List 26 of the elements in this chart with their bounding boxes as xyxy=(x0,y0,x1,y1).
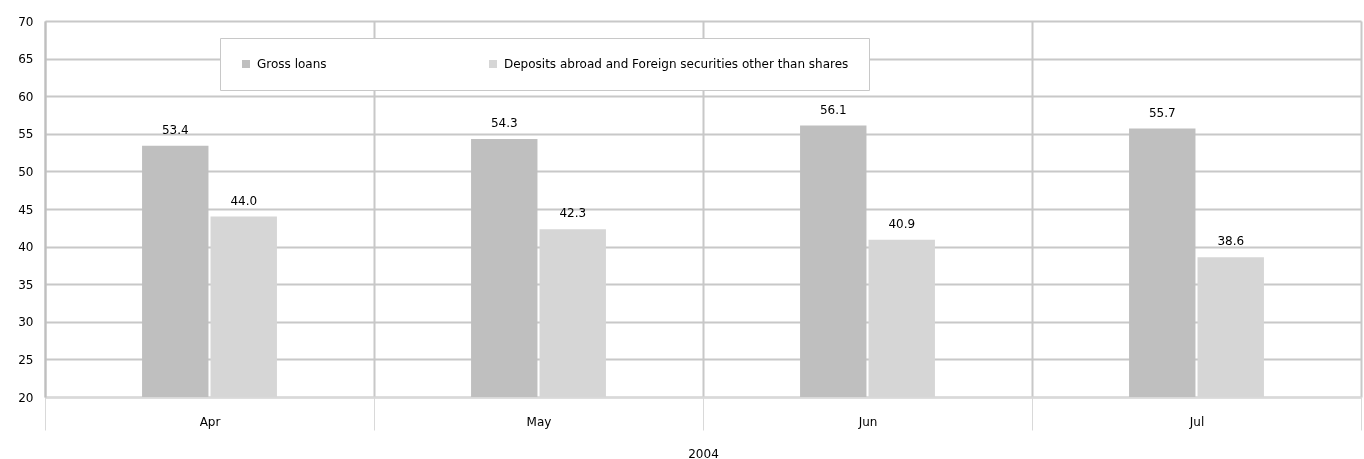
y-tick-label: 55 xyxy=(18,127,34,142)
y-tick-label: 40 xyxy=(18,240,34,255)
y-tick-label: 45 xyxy=(18,202,34,217)
legend-label: Gross loans xyxy=(257,57,327,71)
y-tick-label: 65 xyxy=(18,52,34,67)
data-label: 55.7 xyxy=(1148,105,1176,120)
y-tick-label: 30 xyxy=(18,315,34,330)
x-tick-label: Jul xyxy=(1188,414,1205,429)
y-tick-label: 70 xyxy=(18,14,34,29)
data-label: 38.6 xyxy=(1217,234,1245,249)
y-tick-label: 50 xyxy=(18,164,34,179)
data-label: 42.3 xyxy=(559,206,587,221)
y-tick-label: 25 xyxy=(18,352,34,367)
data-label: 53.4 xyxy=(161,122,189,137)
data-label: 44.0 xyxy=(230,193,258,208)
y-tick-label: 20 xyxy=(18,390,34,405)
data-label: 40.9 xyxy=(888,216,916,231)
y-tick-label: 60 xyxy=(18,89,34,104)
y-tick-label: 35 xyxy=(18,277,34,292)
legend-label: Deposits abroad and Foreign securities other than shares xyxy=(504,57,849,71)
x-tick-label: Jun xyxy=(857,414,878,429)
data-label: 56.1 xyxy=(819,102,847,117)
x-axis-title: 2004 xyxy=(688,447,719,459)
data-label: 54.3 xyxy=(490,116,518,131)
x-tick-label: Apr xyxy=(199,414,221,429)
x-tick-label: May xyxy=(526,414,552,429)
